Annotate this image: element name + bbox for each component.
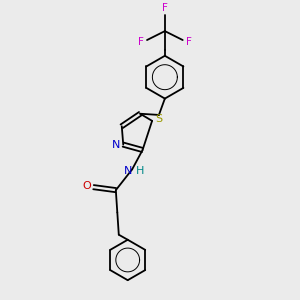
Text: N: N	[124, 167, 132, 176]
Text: S: S	[155, 114, 162, 124]
Text: F: F	[162, 3, 168, 13]
Text: F: F	[138, 37, 144, 46]
Text: H: H	[136, 167, 144, 176]
Text: F: F	[186, 37, 192, 46]
Text: N: N	[112, 140, 120, 150]
Text: O: O	[82, 181, 91, 191]
